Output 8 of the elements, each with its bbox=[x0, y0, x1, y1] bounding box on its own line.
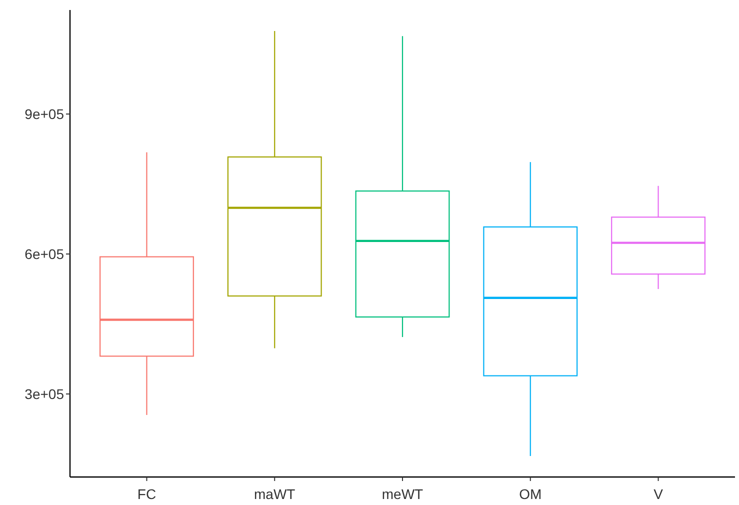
y-tick-label: 6e+05 bbox=[24, 246, 64, 262]
x-tick-label: V bbox=[654, 486, 664, 502]
x-tick-label: OM bbox=[519, 486, 542, 502]
x-tick-label: meWT bbox=[382, 486, 424, 502]
y-tick-label: 9e+05 bbox=[24, 106, 64, 122]
x-tick-label: FC bbox=[137, 486, 156, 502]
y-tick-label: 3e+05 bbox=[24, 386, 64, 402]
x-tick-label: maWT bbox=[254, 486, 296, 502]
